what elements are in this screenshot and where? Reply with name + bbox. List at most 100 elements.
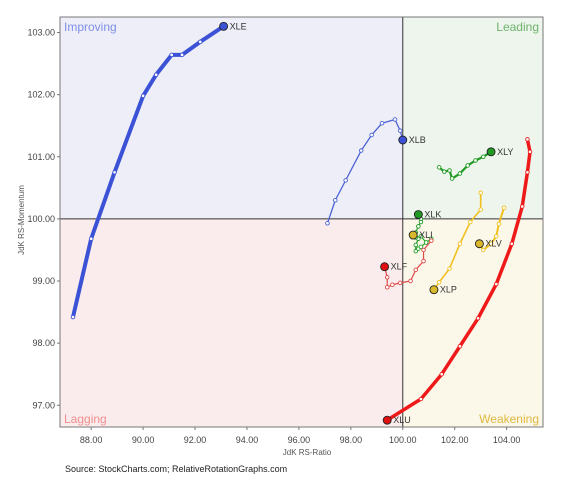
- y-axis-title: JdK RS-Momentum: [17, 185, 26, 255]
- y-axis: 97.00 98.00 99.00 100.00 101.00 102.00 103.00: [27, 28, 60, 410]
- quadrant-layer: Improving Leading Lagging Weakening: [60, 17, 543, 427]
- x-tick-label: 96.00: [288, 435, 311, 445]
- series-xlb: XLB: [325, 117, 426, 226]
- series-point: [429, 238, 434, 243]
- series-point: [501, 205, 507, 210]
- series-point: [325, 220, 330, 226]
- series-point: [447, 266, 452, 271]
- series-label: XLP: [440, 285, 457, 295]
- series-head: [429, 285, 439, 295]
- series-point: [418, 396, 424, 402]
- series-point: [70, 314, 76, 320]
- series-point: [197, 39, 203, 45]
- source-note: Source: StockCharts.com; RelativeRotatio…: [65, 464, 287, 474]
- series-head: [219, 21, 229, 31]
- series-point: [449, 176, 455, 181]
- series-head: [380, 262, 390, 272]
- series-label: XLU: [393, 415, 411, 425]
- series-point: [478, 190, 483, 196]
- x-tick-label: 92.00: [184, 435, 207, 445]
- series-point: [358, 148, 364, 153]
- y-tick-label: 102.00: [27, 90, 55, 100]
- series-point: [397, 128, 403, 133]
- series-head: [486, 147, 496, 157]
- series-head: [413, 210, 423, 219]
- series-head: [398, 135, 408, 145]
- quadrant-bg-lagging: [60, 218, 403, 427]
- series-label: XLE: [230, 21, 247, 31]
- series-point: [481, 247, 486, 253]
- series-point: [333, 198, 338, 203]
- series-point: [369, 132, 374, 138]
- series-point: [88, 236, 94, 242]
- series-head: [474, 239, 484, 249]
- series-point: [436, 165, 442, 170]
- y-tick-label: 101.00: [27, 152, 55, 162]
- series-point: [509, 241, 515, 246]
- series-point: [418, 234, 424, 239]
- series-point: [384, 275, 390, 280]
- series-point: [421, 258, 426, 264]
- x-axis-title: JdK RS-Ratio: [283, 448, 332, 457]
- series-point: [468, 219, 473, 225]
- x-tick-label: 90.00: [132, 435, 155, 445]
- series-point: [519, 204, 525, 209]
- series-point: [343, 178, 348, 183]
- series-xli: XLI: [408, 230, 434, 251]
- series-point: [413, 267, 419, 273]
- series-point: [457, 343, 463, 349]
- series-head: [382, 415, 392, 425]
- y-tick-label: 98.00: [32, 338, 55, 348]
- series-layer: XLE XLB XLY XLK XLI XLF XLV XLP XLU: [70, 21, 533, 425]
- y-tick-label: 100.00: [27, 214, 55, 224]
- series-point: [413, 248, 419, 254]
- x-tick-label: 98.00: [340, 435, 363, 445]
- x-tick-label: 104.00: [493, 435, 521, 445]
- series-point: [478, 207, 483, 212]
- y-tick-label: 99.00: [32, 276, 55, 286]
- quadrant-bg-leading: [402, 17, 543, 219]
- series-point: [384, 284, 390, 290]
- series-point: [140, 93, 146, 99]
- series-point: [421, 247, 426, 253]
- plot-border: [59, 16, 544, 428]
- series-point: [112, 170, 117, 175]
- series-point: [439, 371, 444, 377]
- series-xlv: XLV: [474, 205, 507, 253]
- series-point: [457, 171, 463, 176]
- series-point: [496, 221, 502, 227]
- series-xlf: XLF: [380, 238, 434, 290]
- quadrant-label-weakening: Weakening: [479, 412, 539, 426]
- series-xlu: XLU: [382, 137, 533, 425]
- series-point: [423, 240, 429, 245]
- series-point: [447, 168, 452, 173]
- series-head: [408, 230, 418, 240]
- series-point: [390, 282, 395, 287]
- y-tick-label: 103.00: [27, 28, 55, 38]
- series-point: [408, 278, 413, 284]
- series-point: [169, 52, 174, 58]
- series-point: [436, 280, 442, 285]
- series-xly: XLY: [436, 147, 513, 181]
- series-point: [527, 149, 533, 155]
- series-point: [179, 52, 185, 58]
- series-xle: XLE: [70, 21, 247, 320]
- x-tick-label: 102.00: [441, 435, 469, 445]
- x-tick-label: 88.00: [80, 435, 103, 445]
- series-point: [525, 137, 530, 142]
- series-xlk: XLK: [413, 210, 441, 254]
- series-point: [488, 241, 494, 246]
- series-point: [475, 316, 481, 321]
- y-tick-label: 97.00: [32, 400, 55, 410]
- x-axis: 88.00 90.00 92.00 94.00 96.00 98.00 100.00 102.…: [80, 427, 521, 445]
- quadrant-bg-improving: [60, 17, 403, 219]
- series-point: [153, 72, 159, 78]
- x-tick-label: 94.00: [236, 435, 259, 445]
- series-point: [494, 234, 499, 239]
- series-point: [481, 154, 486, 160]
- series-line-xlf: [383, 240, 432, 288]
- quadrant-label-improving: Improving: [64, 20, 117, 34]
- series-point: [442, 169, 447, 174]
- series-label: XLK: [424, 210, 441, 220]
